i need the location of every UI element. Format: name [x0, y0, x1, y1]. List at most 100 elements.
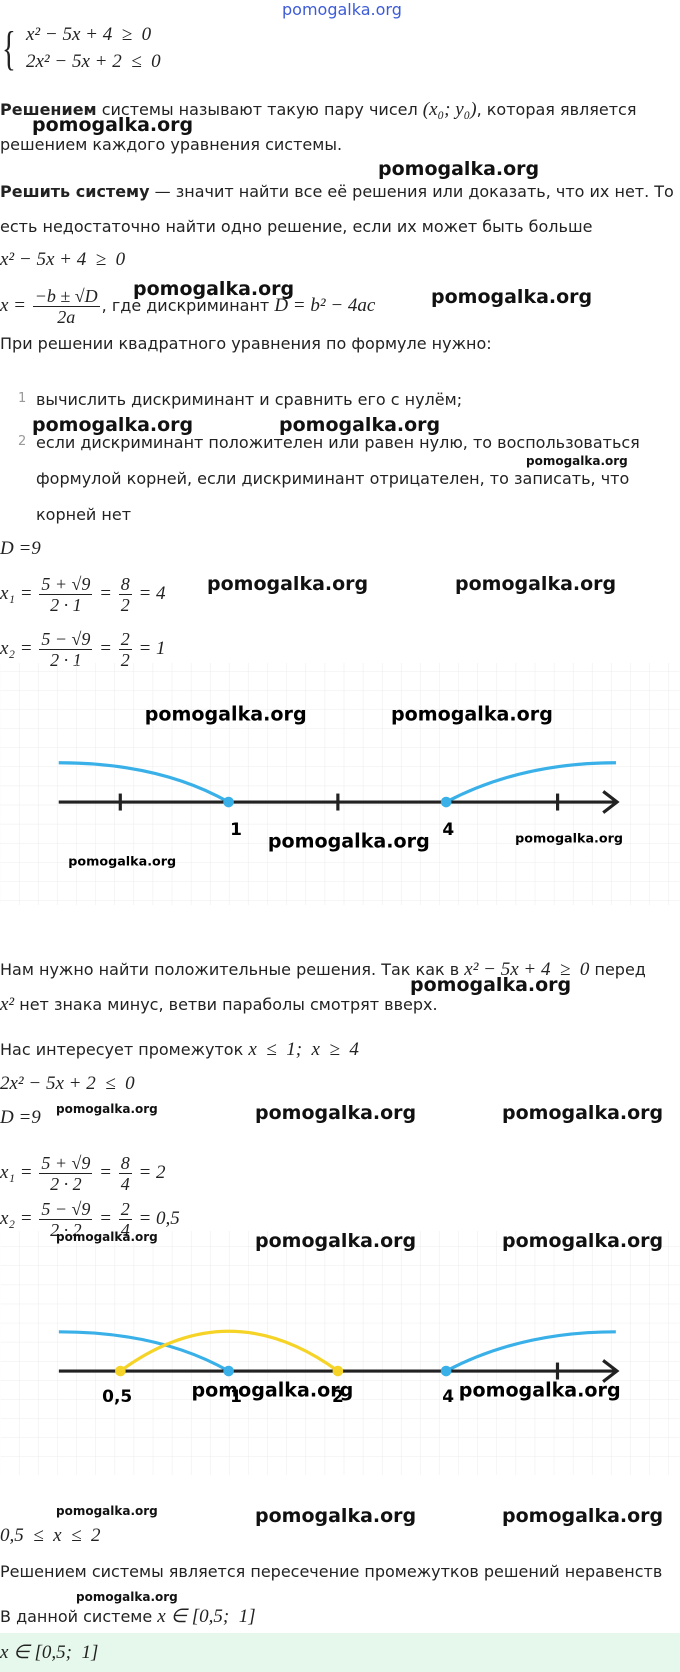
watermark: pomogalka.org — [207, 573, 369, 595]
watermark: pomogalka.org — [391, 702, 553, 725]
text-line: Нас интересует промежуток x ≤ 1; x ≥ 4 — [0, 1038, 359, 1062]
denominator: 4 — [120, 1174, 130, 1194]
denominator: 4 — [120, 1220, 130, 1240]
math: x₁ = — [0, 583, 38, 604]
branch — [445, 761, 616, 804]
brace: { — [2, 22, 16, 75]
math: = — [94, 1208, 117, 1229]
text: перед — [589, 960, 646, 979]
list-number: 2 — [18, 434, 27, 449]
numerator: 8 — [118, 1153, 132, 1174]
point — [115, 1365, 126, 1377]
text-line: В данной системе x ∈ [0,5; 1] — [0, 1605, 256, 1629]
math: D =9 — [0, 1107, 41, 1128]
list-item: корней нет — [36, 503, 131, 527]
numerator: 5 − √9 — [39, 629, 93, 650]
point — [332, 1365, 344, 1377]
watermark: pomogalka.org — [32, 114, 194, 136]
grid — [0, 1231, 680, 1475]
math: = 4 — [133, 583, 166, 604]
text-line: Нам нужно найти положительные решения. Т… — [0, 958, 646, 982]
numerator: 5 + √9 — [39, 574, 93, 595]
answer-box — [0, 1633, 680, 1672]
list-item: вычислить дискриминант и сравнить его с … — [36, 388, 462, 412]
watermark: pomogalka.org — [32, 414, 194, 436]
watermark: pomogalka.org — [459, 1378, 621, 1401]
math: D =9 — [0, 538, 41, 559]
numerator: 2 — [118, 1199, 132, 1220]
denominator: 2 · 1 — [50, 595, 82, 615]
math: 2x² − 5x + 2 ≤ 0 — [26, 51, 161, 72]
watermark: pomogalka.org — [526, 454, 628, 468]
denominator: 2 — [120, 650, 130, 670]
watermark: pomogalka.org — [145, 702, 307, 725]
formula: x = −b ± √D 2a , где дискриминант D = b² −… — [0, 286, 375, 327]
point-label: 4 — [442, 820, 454, 840]
point — [440, 796, 452, 808]
math: = 1 — [133, 638, 166, 659]
math: x₂ = — [0, 1208, 38, 1229]
watermark: pomogalka.org — [56, 1230, 158, 1244]
list-number: 1 — [18, 391, 27, 406]
watermark: pomogalka.org — [68, 855, 176, 870]
watermark: pomogalka.org — [502, 1102, 664, 1124]
watermark: pomogalka.org — [191, 1378, 353, 1401]
math: x₂ = — [0, 638, 38, 659]
watermark: pomogalka.org — [255, 1102, 417, 1124]
grid — [0, 663, 680, 905]
system-line: x² − 5x + 4 ≥ 0 — [26, 23, 151, 47]
numerator: −b ± √D — [32, 286, 100, 307]
point-label: 1 — [230, 820, 242, 840]
numerator: 5 − √9 — [39, 1199, 93, 1220]
point-label: 0,5 — [102, 1387, 132, 1407]
text: решением каждого уравнения системы. — [0, 135, 343, 154]
text-line: x² нет знака минус, ветви параболы смотр… — [0, 993, 438, 1017]
math: (x₀; y₀) — [422, 99, 477, 120]
point-label: 2 — [332, 1387, 344, 1407]
math: = — [94, 1162, 117, 1183]
text: Нас интересует промежуток — [0, 1040, 249, 1059]
text: , которая является — [476, 100, 637, 119]
point-label: 1 — [230, 1387, 242, 1407]
arrow — [602, 790, 620, 814]
numerator: 8 — [118, 574, 132, 595]
watermark: pomogalka.org — [410, 974, 572, 996]
watermark: pomogalka.org — [56, 1504, 158, 1518]
point-label: 4 — [442, 1387, 454, 1407]
text: , где дискриминант — [101, 296, 275, 315]
branch — [445, 1330, 616, 1373]
point — [223, 796, 234, 808]
math: 2x² − 5x + 2 ≤ 0 — [0, 1073, 135, 1094]
watermark: pomogalka.org — [378, 158, 540, 180]
fraction: 5 + √9 2 · 1 — [39, 574, 93, 615]
math: x ≤ 1; x ≥ 4 — [248, 1039, 359, 1060]
denominator: 2a — [57, 307, 76, 327]
math: x ∈ [0,5; 1] — [0, 1642, 99, 1663]
math: x = — [0, 295, 31, 316]
arrow — [602, 1359, 620, 1383]
text: Решением системы является пересечение пр… — [0, 1562, 663, 1581]
denominator: 2 — [120, 595, 130, 615]
watermark: pomogalka.org — [255, 1230, 417, 1252]
watermark: pomogalka.org — [279, 414, 441, 436]
fraction: 5 + √9 2 · 2 — [39, 1153, 93, 1194]
text-line: Решением системы является пересечение пр… — [0, 1560, 662, 1584]
parabola — [119, 1329, 339, 1373]
math: x² — [0, 994, 15, 1015]
math: = 0,5 — [133, 1208, 180, 1229]
watermark: pomogalka.org — [515, 831, 623, 846]
math: D = b² − 4ac — [274, 295, 376, 316]
watermark: pomogalka.org — [455, 573, 617, 595]
math: = 2 — [133, 1162, 166, 1183]
number-line-graph: 0,5 1 2 4 pomogalka.org pomogalka.org — [0, 1231, 680, 1475]
watermark: pomogalka.org — [282, 0, 402, 19]
watermark: pomogalka.org — [76, 1590, 178, 1604]
watermark: pomogalka.org — [431, 286, 593, 308]
watermark: pomogalka.org — [502, 1505, 664, 1527]
formula: D =9 — [0, 1106, 41, 1130]
text: При решении квадратного уравнения по фор… — [0, 334, 492, 353]
